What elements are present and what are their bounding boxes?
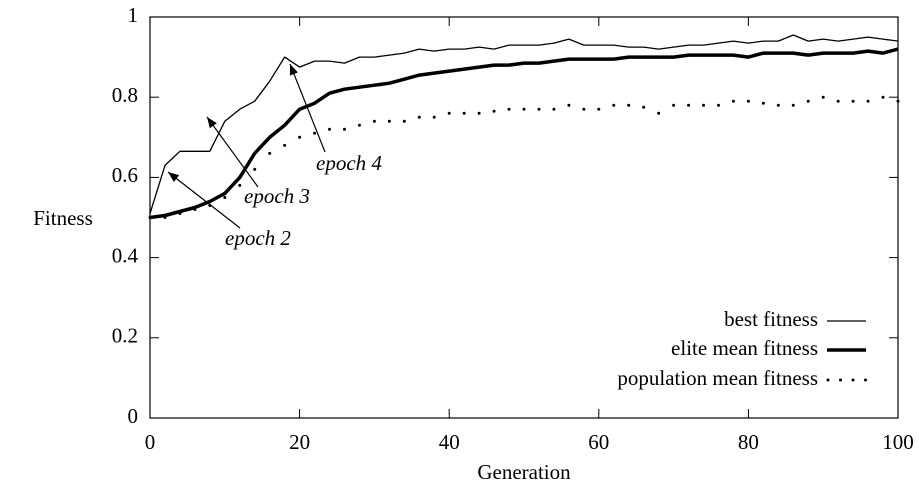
annotation-arrow — [289, 63, 326, 153]
x-tick-label: 60 — [588, 430, 609, 454]
data-point — [537, 107, 541, 111]
x-tick-label: 40 — [439, 430, 460, 454]
data-point — [462, 111, 466, 115]
data-point — [627, 103, 631, 107]
legend-label: elite mean fitness — [671, 336, 818, 360]
data-point — [342, 127, 346, 131]
legend-swatch — [851, 378, 855, 382]
annotation-arrow — [167, 171, 241, 229]
data-point — [447, 111, 451, 115]
data-point — [402, 119, 406, 123]
legend-swatch — [864, 378, 867, 382]
data-point — [268, 151, 272, 155]
data-point — [896, 99, 900, 103]
annotation: epoch 4 — [316, 151, 382, 175]
y-tick-label: 0 — [128, 404, 139, 428]
data-point — [148, 216, 152, 219]
series-line — [149, 47, 899, 220]
legend-label: population mean fitness — [617, 366, 818, 390]
data-point — [866, 99, 870, 103]
y-tick-label: 1 — [128, 3, 139, 27]
data-point — [253, 167, 257, 171]
x-tick-label: 0 — [145, 430, 156, 454]
data-point — [283, 143, 287, 147]
data-point — [163, 216, 167, 219]
data-point — [761, 101, 765, 105]
legend-swatch — [839, 378, 842, 382]
data-point — [328, 127, 332, 131]
x-tick-label: 20 — [289, 430, 310, 454]
data-point — [507, 107, 511, 111]
data-point — [477, 111, 481, 115]
data-point — [881, 95, 885, 99]
data-point — [193, 207, 197, 211]
data-point — [716, 103, 720, 107]
y-axis-label: Fitness — [33, 206, 93, 230]
data-point — [791, 103, 795, 107]
x-tick-label: 100 — [882, 430, 914, 454]
series-line — [149, 34, 899, 214]
legend-swatch — [826, 378, 830, 382]
data-point — [238, 183, 242, 187]
data-point — [702, 103, 706, 107]
data-point — [298, 135, 302, 139]
data-point — [582, 107, 586, 111]
y-tick-label: 0.8 — [112, 83, 138, 107]
data-point — [567, 103, 571, 107]
data-point — [672, 103, 676, 107]
data-point — [357, 123, 361, 127]
data-point — [731, 99, 735, 103]
data-point — [417, 115, 421, 119]
data-point — [178, 211, 182, 215]
data-point — [432, 115, 436, 119]
data-point — [223, 195, 227, 199]
data-point — [836, 99, 840, 103]
data-point — [851, 99, 855, 103]
x-tick-label: 80 — [738, 430, 759, 454]
data-point — [313, 131, 317, 135]
data-point — [806, 99, 810, 103]
data-point — [492, 109, 496, 113]
data-point — [612, 103, 616, 107]
data-point — [597, 107, 601, 111]
annotation: epoch 2 — [225, 226, 291, 250]
data-point — [657, 111, 661, 115]
legend-label: best fitness — [724, 307, 818, 331]
data-point — [746, 99, 750, 103]
annotation: epoch 3 — [244, 184, 310, 208]
data-point — [522, 107, 526, 111]
x-axis-label: Generation — [477, 460, 571, 484]
data-point — [552, 107, 556, 111]
data-point — [821, 95, 825, 99]
y-tick-label: 0.4 — [112, 243, 139, 267]
data-point — [776, 103, 780, 107]
data-point — [642, 105, 646, 109]
y-tick-label: 0.6 — [112, 163, 138, 187]
annotation-arrow — [206, 116, 259, 188]
data-point — [387, 119, 391, 123]
data-point — [372, 119, 376, 123]
data-point — [687, 103, 691, 107]
y-tick-label: 0.2 — [112, 324, 138, 348]
